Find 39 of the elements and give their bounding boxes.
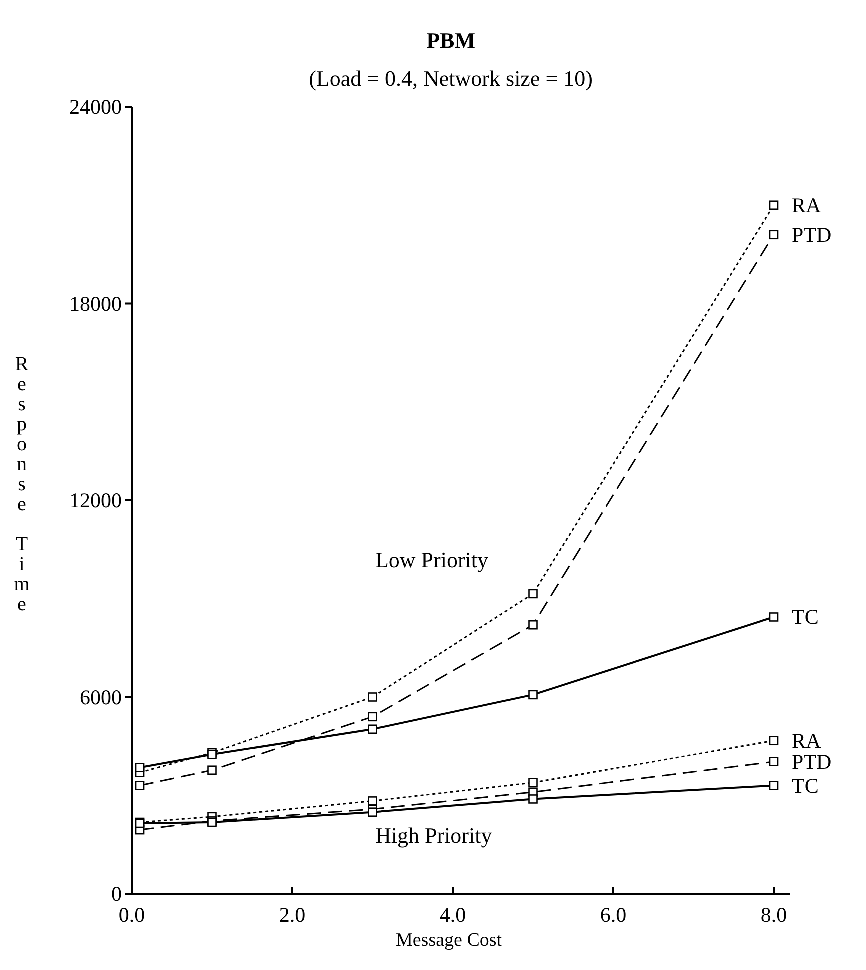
point	[528, 589, 538, 599]
point	[208, 766, 217, 776]
point	[528, 690, 538, 700]
x-tick-label: 0.0	[118, 903, 146, 927]
series-label: TC	[792, 605, 819, 630]
point	[769, 230, 779, 240]
point	[368, 692, 378, 702]
x-tick-label: 4.0	[440, 903, 466, 927]
point	[769, 757, 779, 766]
point	[528, 620, 538, 630]
point	[368, 808, 378, 817]
y-tick-label: 6000	[80, 685, 122, 710]
x-tick-label: 6.0	[600, 903, 627, 927]
y-tick-label: 12000	[70, 488, 122, 512]
point	[528, 778, 538, 788]
series-label: TC	[792, 774, 819, 798]
point	[769, 612, 779, 622]
point	[368, 796, 378, 806]
series-label: PTD	[792, 222, 832, 247]
chart-title: PBM	[426, 28, 476, 53]
y-tick-label: 24000	[70, 95, 122, 119]
point	[769, 200, 779, 210]
point	[528, 794, 538, 804]
point	[135, 763, 145, 772]
point	[769, 781, 779, 790]
chart-subtitle: (Load = 0.4, Network size = 10)	[309, 66, 593, 91]
text: Response Time	[14, 354, 30, 616]
y-tick-label: 0	[112, 882, 122, 906]
x-tick-label: 2.0	[279, 903, 306, 927]
x-axis-title: Message Cost	[396, 930, 503, 951]
x-tick-label: 8.0	[760, 903, 788, 927]
annotation: Low Priority	[375, 547, 489, 572]
point	[135, 781, 145, 790]
series-label: RA	[792, 193, 822, 218]
annotation: High Priority	[375, 822, 492, 848]
y-tick-label: 18000	[70, 292, 122, 316]
point	[769, 736, 779, 746]
point	[368, 724, 378, 734]
point	[368, 712, 378, 722]
